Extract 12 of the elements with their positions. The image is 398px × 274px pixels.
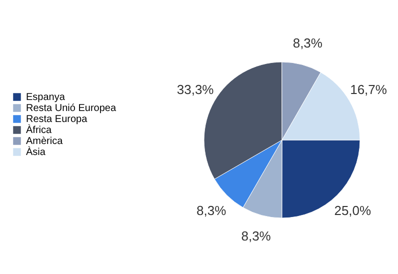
legend-label: Resta Europa [26,114,88,125]
data-label: 8,3% [241,228,272,244]
data-label: 16,7% [350,82,388,97]
legend-label: Resta Unió Europea [26,103,116,114]
legend-label: Espanya [26,92,66,103]
legend-label: Amèrica [26,136,64,147]
data-label: 8,3% [292,35,323,50]
legend-label: Àfrica [26,124,52,136]
data-label: 33,3% [176,82,214,98]
legend-label: Àsia [26,146,46,158]
data-label: 25,0% [334,202,372,218]
data-label: 8,3% [196,202,227,218]
